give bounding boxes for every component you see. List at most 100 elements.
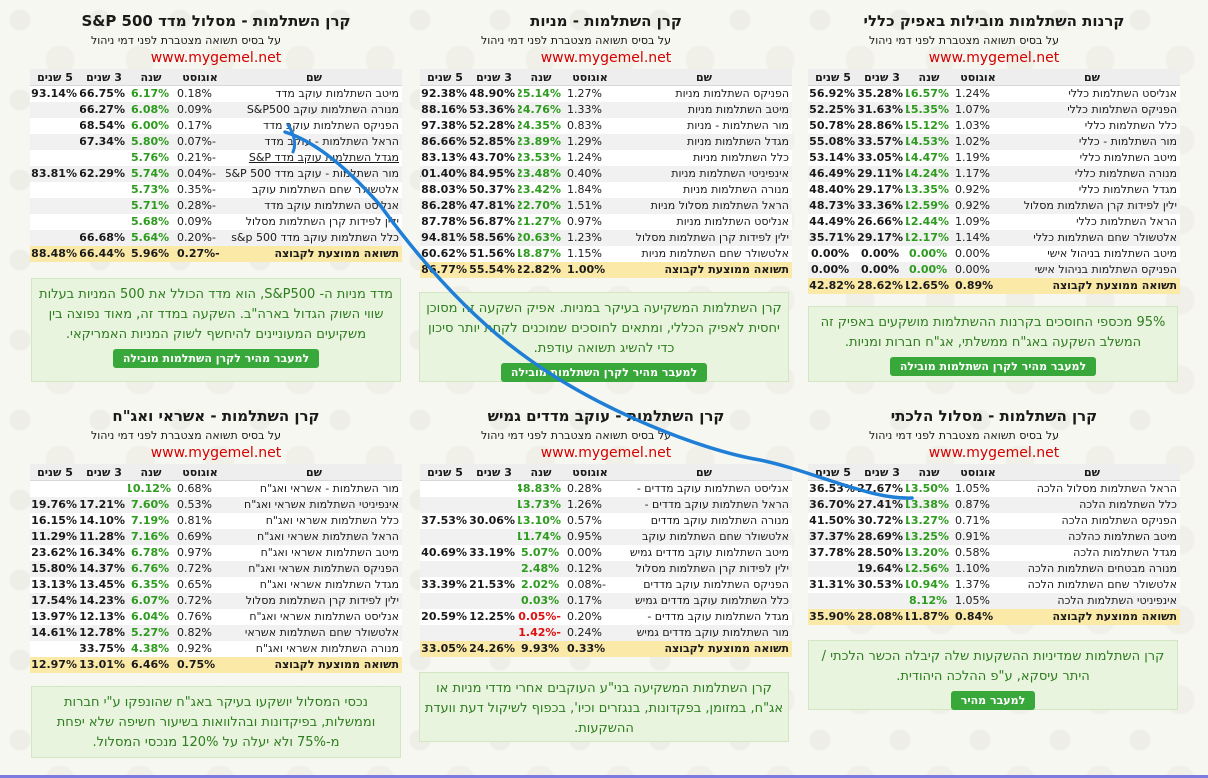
- fund-name[interactable]: מור השתלמות - מניות: [616, 118, 792, 134]
- fund-name[interactable]: כלל השתלמות עוקב מדד s&p 500: [226, 230, 402, 246]
- fund-name[interactable]: מנורה השתלמות עוקב S&P500: [226, 102, 402, 118]
- fund-name[interactable]: ילין לפידות קרן השתלמות מסלול: [616, 230, 792, 246]
- table-row[interactable]: מנורה השתלמות עוקב מדדים 0.57% 13.10% 30.06…: [420, 513, 792, 529]
- fund-name[interactable]: מיטב השתלמות אשראי ואג"ח: [226, 545, 402, 561]
- table-row[interactable]: מגדל השתלמות כללי 0.92% 13.35% 29.17% 48.40%: [808, 182, 1180, 198]
- table-row[interactable]: הפניקס השתלמות מניות 1.27% 25.14% 48.90% 92.…: [420, 85, 792, 102]
- fund-name[interactable]: מור השתלמות - עוקב מדד S&P 500: [226, 166, 402, 182]
- table-row[interactable]: מור השתלמות עוקב מדדים גמיש 0.24% -1.42%: [420, 625, 792, 641]
- table-row[interactable]: הראל השתלמות - עוקב מדד -0.07% 5.80% 67.34%: [30, 134, 402, 150]
- fund-name[interactable]: הראל השתלמות אשראי ואג"ח: [226, 529, 402, 545]
- fund-name[interactable]: מגדל השתלמות מניות: [616, 134, 792, 150]
- header-5-years[interactable]: 5 שנים: [30, 69, 80, 86]
- table-row[interactable]: מור השתלמות - אשראי ואג"ח 0.68% 10.12%: [30, 480, 402, 497]
- header-name[interactable]: שם: [226, 69, 402, 86]
- fund-name[interactable]: הראל השתלמות מסלול הלכה: [1004, 480, 1180, 497]
- table-row[interactable]: מיטב השתלמות כללי 1.19% 14.47% 33.05% 53.14%: [808, 150, 1180, 166]
- table-row[interactable]: אנליסט השתלמות מניות 0.97% 21.27% 56.87% 87.…: [420, 214, 792, 230]
- table-row[interactable]: מיטב השתלמות מניות 1.33% 24.76% 53.36% 88.16…: [420, 102, 792, 118]
- header-august[interactable]: אוגוסט: [174, 69, 226, 86]
- table-row[interactable]: הפניקס השתלמות אשראי ואג"ח 0.72% 6.76% 14.3…: [30, 561, 402, 577]
- fund-name[interactable]: מגדל השתלמות עוקב מדד S&P: [226, 150, 402, 166]
- table-row[interactable]: אנליסט השתלמות עוקב מדדים -0.28% 48.83%: [420, 480, 792, 497]
- fund-name[interactable]: הפניקס השתלמות כללי: [1004, 102, 1180, 118]
- fund-name[interactable]: מגדל השתלמות כללי: [1004, 182, 1180, 198]
- fund-name[interactable]: הפניקס השתלמות בניהול אישי: [1004, 262, 1180, 278]
- header-3-years[interactable]: 3 שנים: [80, 464, 128, 481]
- fund-name[interactable]: מנורה השתלמות אשראי ואג"ח: [226, 641, 402, 657]
- table-row[interactable]: ילין לפידות קרן השתלמות מסלול 0.12% 2.48%: [420, 561, 792, 577]
- table-row[interactable]: הפניקס השתלמות כללי 1.07% 15.35% 31.63% 52.2…: [808, 102, 1180, 118]
- table-row[interactable]: כלל השתלמות מניות 1.24% 23.53% 43.70% 83.13%: [420, 150, 792, 166]
- table-row[interactable]: מנורה השתלמות כללי 1.17% 14.24% 29.11% 46.49…: [808, 166, 1180, 182]
- header-name[interactable]: שם: [616, 69, 792, 86]
- fund-name[interactable]: מגדל השתלמות הלכה: [1004, 545, 1180, 561]
- average-row[interactable]: תשואה ממוצעת לקבוצה 1.00% 22.82% 55.54% 86.7…: [420, 262, 792, 278]
- table-row[interactable]: כלל השתלמות כללי 1.03% 15.12% 28.86% 50.78%: [808, 118, 1180, 134]
- header-name[interactable]: שם: [1004, 69, 1180, 86]
- fund-name[interactable]: מנורה השתלמות עוקב מדדים: [616, 513, 792, 529]
- fund-name[interactable]: אנליסט השתלמות מניות: [616, 214, 792, 230]
- site-url[interactable]: www.mygemel.net: [150, 50, 282, 66]
- header-august[interactable]: אוגוסט: [174, 464, 226, 481]
- header-year[interactable]: שנה: [518, 464, 564, 481]
- header-year[interactable]: שנה: [906, 69, 952, 86]
- table-row[interactable]: כלל השתלמות אשראי ואג"ח 0.81% 7.19% 14.10% 1…: [30, 513, 402, 529]
- fund-name[interactable]: הראל השתלמות מסלול מניות: [616, 198, 792, 214]
- table-row[interactable]: מיטב השתלמות בניהול אישי 0.00% 0.00% 0.00% 0…: [808, 246, 1180, 262]
- header-name[interactable]: שם: [616, 464, 792, 481]
- fund-name[interactable]: תשואה ממוצעת לקבוצה: [226, 657, 402, 673]
- table-row[interactable]: מנורה השתלמות עוקב S&P500 0.09% 6.08% 66.27…: [30, 102, 402, 118]
- table-row[interactable]: ילין לפידות קרן השתלמות מסלול 0.72% 6.07% 1…: [30, 593, 402, 609]
- table-row[interactable]: מור השתלמות - כללי 1.02% 14.53% 33.57% 55.08…: [808, 134, 1180, 150]
- fund-name[interactable]: מגדל השתלמות אשראי ואג"ח: [226, 577, 402, 593]
- fund-name[interactable]: אנליסט השתלמות כללי: [1004, 85, 1180, 102]
- table-row[interactable]: מור השתלמות - מניות 0.83% 24.35% 52.28% 97.3…: [420, 118, 792, 134]
- table-row[interactable]: ילין לפידות קרן השתלמות מסלול 0.92% 12.59%…: [808, 198, 1180, 214]
- table-row[interactable]: אלטשולר שחם השתלמות עוקב 0.95% 11.74%: [420, 529, 792, 545]
- fund-name[interactable]: מור השתלמות עוקב מדדים גמיש: [616, 625, 792, 641]
- header-year[interactable]: שנה: [128, 464, 174, 481]
- table-row[interactable]: מיטב השתלמות כהלכה 0.91% 13.25% 28.69% 37.37…: [808, 529, 1180, 545]
- fund-name[interactable]: אלטשולר שחם השתלמות עוקב: [226, 182, 402, 198]
- header-august[interactable]: אוגוסט: [952, 464, 1004, 481]
- header-3-years[interactable]: 3 שנים: [470, 464, 518, 481]
- fund-name[interactable]: תשואה ממוצעת לקבוצה: [226, 246, 402, 262]
- header-august[interactable]: אוגוסט: [564, 69, 616, 86]
- table-row[interactable]: הפניקס השתלמות הלכה 0.71% 13.27% 30.72% 41.5…: [808, 513, 1180, 529]
- table-row[interactable]: הפניקס השתלמות עוקב מדדים -0.08% 2.02% 21.5…: [420, 577, 792, 593]
- header-3-years[interactable]: 3 שנים: [858, 464, 906, 481]
- table-row[interactable]: הראל השתלמות מסלול הלכה 1.05% 13.50% 27.67%…: [808, 480, 1180, 497]
- header-august[interactable]: אוגוסט: [564, 464, 616, 481]
- fund-name[interactable]: כלל השתלמות עוקב מדדים גמיש: [616, 593, 792, 609]
- table-row[interactable]: אלטשולר שחם השתלמות כללי 1.14% 12.17% 29.17…: [808, 230, 1180, 246]
- table-row[interactable]: הראל השתלמות מסלול מניות 1.51% 22.70% 47.81…: [420, 198, 792, 214]
- header-year[interactable]: שנה: [906, 464, 952, 481]
- table-row[interactable]: אינפיניטי השתלמות אשראי ואג"ח 0.53% 7.60% 1…: [30, 497, 402, 513]
- table-row[interactable]: הפניקס השתלמות בניהול אישי 0.00% 0.00% 0.00…: [808, 262, 1180, 278]
- fund-name[interactable]: ילין לפידות קרן השתלמות מסלול: [1004, 198, 1180, 214]
- table-row[interactable]: אלטשולר שחם השתלמות אשראי 0.82% 5.27% 12.78…: [30, 625, 402, 641]
- quick-access-button[interactable]: למעבר מהיר לקרן השתלמות מובילה: [112, 349, 320, 368]
- table-row[interactable]: הראל השתלמות עוקב מדדים -1.26% 13.73%: [420, 497, 792, 513]
- table-row[interactable]: מגדל השתלמות אשראי ואג"ח 0.65% 6.35% 13.45%…: [30, 577, 402, 593]
- table-row[interactable]: כלל השתלמות עוקב מדד s&p 500 -0.20% 5.64% 6…: [30, 230, 402, 246]
- site-url[interactable]: www.mygemel.net: [150, 445, 282, 461]
- fund-name[interactable]: מיטב השתלמות בניהול אישי: [1004, 246, 1180, 262]
- fund-name[interactable]: תשואה ממוצעת לקבוצה: [616, 262, 792, 278]
- table-row[interactable]: מיטב השתלמות עוקב מדד 0.18% 6.17% 66.75% 93.…: [30, 85, 402, 102]
- fund-name[interactable]: אלטשולר שחם השתלמות עוקב: [616, 529, 792, 545]
- table-row[interactable]: כלל השתלמות הלכה 0.87% 13.38% 27.41% 36.70%: [808, 497, 1180, 513]
- fund-name[interactable]: מנורה השתלמות כללי: [1004, 166, 1180, 182]
- header-name[interactable]: שם: [226, 464, 402, 481]
- table-row[interactable]: ילין לפידות קרן השתלמות מסלול 1.23% 20.63%…: [420, 230, 792, 246]
- fund-name[interactable]: הפניקס השתלמות עוקב מדד: [226, 118, 402, 134]
- average-row[interactable]: תשואה ממוצעת לקבוצה 0.75% 6.46% 13.01% 12.97…: [30, 657, 402, 673]
- fund-name[interactable]: מיטב השתלמות כללי: [1004, 150, 1180, 166]
- fund-name[interactable]: מנורה מבטחים השתלמות הלכה: [1004, 561, 1180, 577]
- average-row[interactable]: תשואה ממוצעת לקבוצה 0.84% 11.87% 28.08% 35.9…: [808, 609, 1180, 625]
- table-row[interactable]: מור השתלמות - עוקב מדד S&P 500 -0.04% 5.74…: [30, 166, 402, 182]
- table-row[interactable]: מנורה השתלמות אשראי ואג"ח 0.92% 4.38% 33.75…: [30, 641, 402, 657]
- header-3-years[interactable]: 3 שנים: [470, 69, 518, 86]
- quick-access-button[interactable]: למעבר מהיר לקרן השתלמות מובילה: [889, 357, 1097, 376]
